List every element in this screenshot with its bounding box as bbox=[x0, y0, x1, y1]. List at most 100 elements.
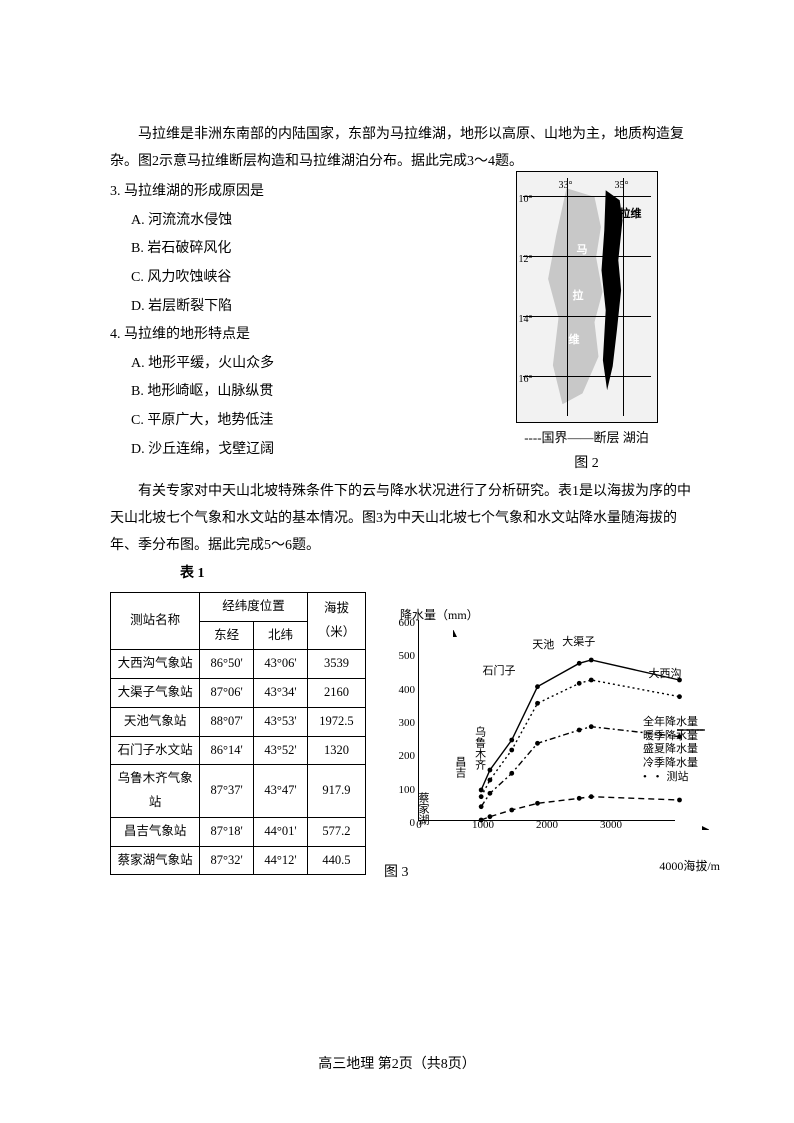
chart-legend: 全年降水量暖季降水量盛夏降水量冷季降水量• •测站 bbox=[643, 716, 698, 785]
table-cell: 3539 bbox=[307, 650, 365, 679]
table-and-chart: 测站名称 经纬度位置 海拔（米） 东经 北纬 大西沟气象站86°50'43°06… bbox=[110, 592, 694, 887]
q4-D: D. 沙丘连绵，戈壁辽阔 bbox=[131, 437, 473, 464]
map-label-ma: 马 bbox=[577, 240, 588, 261]
map-legend: ----国界——断层 湖泊 bbox=[479, 426, 694, 451]
table-cell: 43°47' bbox=[254, 765, 308, 818]
legend-item: 盛夏降水量 bbox=[643, 743, 698, 757]
table-cell: 43°06' bbox=[254, 650, 308, 679]
table-row: 天池气象站88°07'43°53'1972.5 bbox=[111, 707, 366, 736]
page: 马拉维是非洲东南部的内陆国家，东部为马拉维湖，地形以高原、山地为主，地质构造复杂… bbox=[0, 0, 794, 1123]
lat-tick-16: 16° bbox=[519, 370, 533, 389]
table-cell: 天池气象站 bbox=[111, 707, 200, 736]
lat-tick-12: 12° bbox=[519, 250, 533, 269]
ytick: 200 bbox=[389, 746, 415, 767]
lat-tick-10: 10° bbox=[519, 190, 533, 209]
map-label-la: 拉 bbox=[573, 286, 584, 307]
table-cell: 2160 bbox=[307, 679, 365, 708]
station-label: 蔡家湖 bbox=[412, 792, 433, 825]
table-row: 蔡家湖气象站87°32'44°12'440.5 bbox=[111, 846, 366, 875]
stations-table: 测站名称 经纬度位置 海拔（米） 东经 北纬 大西沟气象站86°50'43°06… bbox=[110, 592, 366, 876]
table-row: 昌吉气象站87°18'44°01'577.2 bbox=[111, 817, 366, 846]
lat-tick-14: 14° bbox=[519, 310, 533, 329]
th-north: 北纬 bbox=[254, 621, 308, 650]
table-row: 大渠子气象站87°06'43°34'2160 bbox=[111, 679, 366, 708]
passage-1: 马拉维是非洲东南部的内陆国家，东部为马拉维湖，地形以高原、山地为主，地质构造复杂… bbox=[110, 122, 694, 175]
map-caption: 图 2 bbox=[479, 451, 694, 478]
station-label: 天池 bbox=[532, 635, 554, 656]
ytick: 100 bbox=[389, 780, 415, 801]
table-cell: 蔡家湖气象站 bbox=[111, 846, 200, 875]
ytick: 0 bbox=[389, 813, 415, 834]
table-row: 乌鲁木齐气象站87°37'43°47'917.9 bbox=[111, 765, 366, 818]
q4-stem: 4. 马拉维的地形特点是 bbox=[110, 322, 473, 349]
table-cell: 大渠子气象站 bbox=[111, 679, 200, 708]
station-label: 大渠子 bbox=[562, 632, 595, 653]
q3-A: A. 河流流水侵蚀 bbox=[131, 208, 473, 235]
xtick: 2000 bbox=[536, 815, 558, 836]
table-cell: 86°14' bbox=[200, 736, 254, 765]
table-cell: 577.2 bbox=[307, 817, 365, 846]
table-cell: 乌鲁木齐气象站 bbox=[111, 765, 200, 818]
q3-D: D. 岩层断裂下陷 bbox=[131, 294, 473, 321]
th-east: 东经 bbox=[200, 621, 254, 650]
page-footer: 高三地理 第2页（共8页） bbox=[0, 1052, 794, 1079]
table-cell: 87°32' bbox=[200, 846, 254, 875]
map-label-wei: 维 bbox=[569, 330, 580, 351]
table1-caption: 表 1 bbox=[180, 561, 694, 588]
legend-item: 冷季降水量 bbox=[643, 757, 698, 771]
q4-B: B. 地形崎岖，山脉纵贯 bbox=[131, 379, 473, 406]
table-cell: 昌吉气象站 bbox=[111, 817, 200, 846]
xtick: 3000 bbox=[600, 815, 622, 836]
legend-item: • •测站 bbox=[643, 771, 698, 785]
q3-q4: 3. 马拉维湖的形成原因是 A. 河流流水侵蚀 B. 岩石破碎风化 C. 风力吹… bbox=[110, 177, 473, 477]
q4-C: C. 平原广大，地势低洼 bbox=[131, 408, 473, 435]
ytick: 500 bbox=[389, 646, 415, 667]
table-cell: 1320 bbox=[307, 736, 365, 765]
legend-label: 测站 bbox=[666, 771, 688, 785]
table-cell: 87°18' bbox=[200, 817, 254, 846]
table-cell: 87°06' bbox=[200, 679, 254, 708]
figure-3: 降水量（mm） 01002003004005006000100020003000… bbox=[384, 610, 694, 887]
table-cell: 43°53' bbox=[254, 707, 308, 736]
legend-label: 盛夏降水量 bbox=[643, 743, 698, 757]
xtick: 1000 bbox=[472, 815, 494, 836]
th-lonlat: 经纬度位置 bbox=[200, 592, 308, 621]
lon-tick-33: 33° bbox=[559, 176, 573, 195]
table-cell: 917.9 bbox=[307, 765, 365, 818]
q3-B: B. 岩石破碎风化 bbox=[131, 236, 473, 263]
th-alt: 海拔（米） bbox=[307, 592, 365, 650]
q4-A: A. 地形平缓，火山众多 bbox=[131, 351, 473, 378]
legend-label: 冷季降水量 bbox=[643, 757, 698, 771]
figure-2: 33° 35° 10° 12° 14° 16° 马拉维湖 马 拉 维 ----国… bbox=[479, 171, 694, 477]
table1: 测站名称 经纬度位置 海拔（米） 东经 北纬 大西沟气象站86°50'43°06… bbox=[110, 592, 366, 876]
table-cell: 43°34' bbox=[254, 679, 308, 708]
table-cell: 大西沟气象站 bbox=[111, 650, 200, 679]
ytick: 400 bbox=[389, 680, 415, 701]
station-label: 石门子 bbox=[482, 661, 515, 682]
station-label: 大西沟 bbox=[648, 664, 681, 685]
q3-C: C. 风力吹蚀峡谷 bbox=[131, 265, 473, 292]
lon-tick-35: 35° bbox=[615, 176, 629, 195]
map-label-lake: 马拉维湖 bbox=[609, 204, 651, 246]
table-cell: 88°07' bbox=[200, 707, 254, 736]
table-row: 大西沟气象站86°50'43°06'3539 bbox=[111, 650, 366, 679]
station-label: 昌吉 bbox=[449, 756, 470, 778]
table-cell: 44°01' bbox=[254, 817, 308, 846]
ytick: 300 bbox=[389, 713, 415, 734]
map-box: 33° 35° 10° 12° 14° 16° 马拉维湖 马 拉 维 bbox=[516, 171, 658, 423]
table-cell: 1972.5 bbox=[307, 707, 365, 736]
table-cell: 86°50' bbox=[200, 650, 254, 679]
th-name: 测站名称 bbox=[111, 592, 200, 650]
precip-chart: 降水量（mm） 01002003004005006000100020003000… bbox=[384, 610, 694, 860]
station-label: 乌鲁木齐 bbox=[469, 726, 490, 770]
table-cell: 44°12' bbox=[254, 846, 308, 875]
table-cell: 440.5 bbox=[307, 846, 365, 875]
q3-q4-and-map: 3. 马拉维湖的形成原因是 A. 河流流水侵蚀 B. 岩石破碎风化 C. 风力吹… bbox=[110, 177, 694, 477]
passage-2: 有关专家对中天山北坡特殊条件下的云与降水状况进行了分析研究。表1是以海拔为序的中… bbox=[110, 479, 694, 559]
table-row: 石门子水文站86°14'43°52'1320 bbox=[111, 736, 366, 765]
table-cell: 87°37' bbox=[200, 765, 254, 818]
chart-caption: 图 3 bbox=[384, 860, 694, 887]
table-cell: 43°52' bbox=[254, 736, 308, 765]
chart-xlabel: 4000海拔/m bbox=[659, 855, 720, 878]
ytick: 600 bbox=[389, 613, 415, 634]
